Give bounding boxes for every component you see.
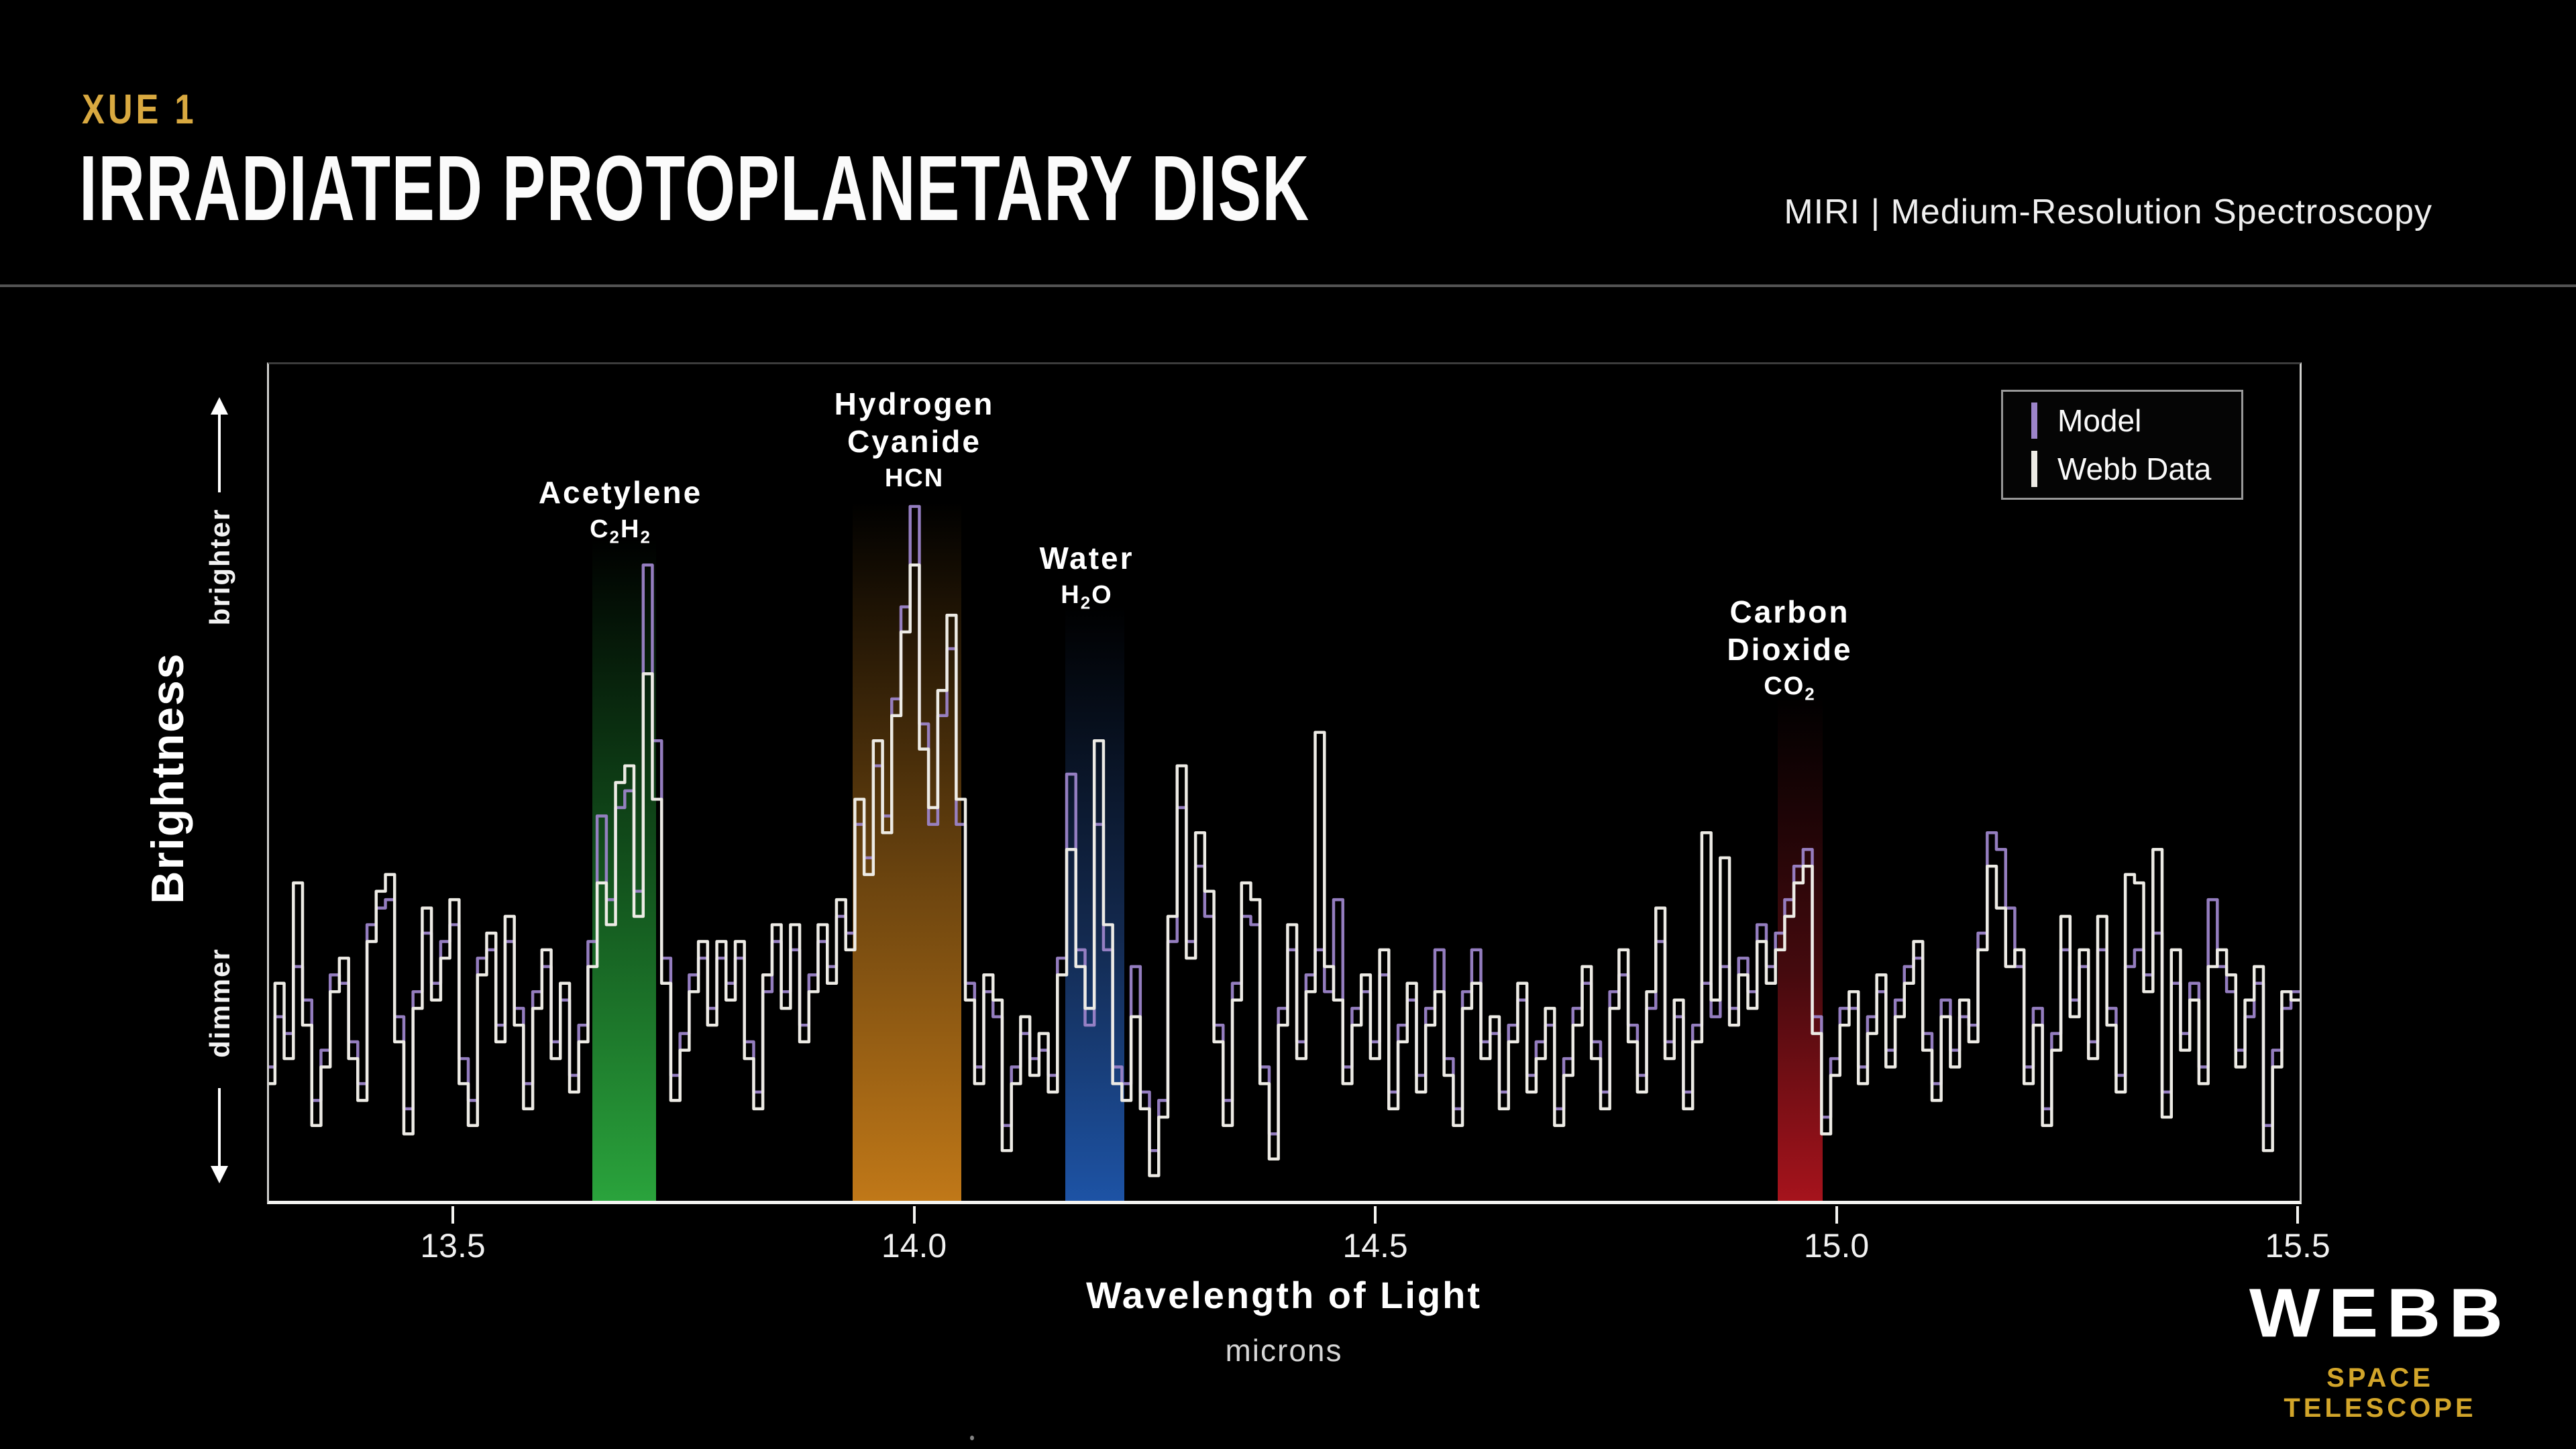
- y-axis-brighter-label: brighter: [204, 508, 235, 626]
- acetylene-formula: C2H2: [590, 515, 651, 547]
- water-name: Water: [1039, 541, 1134, 576]
- y-axis-dimmer-label: dimmer: [204, 948, 235, 1058]
- webb-logo-subtitle: SPACE TELESCOPE: [2284, 1363, 2477, 1423]
- legend: Model Webb Data: [2001, 390, 2243, 500]
- x-tick-mark: [451, 1206, 454, 1224]
- x-axis-unit: microns: [1225, 1333, 1343, 1368]
- webb-logo-wordmark: WEBB: [2249, 1274, 2512, 1352]
- y-axis-title: Brightness: [142, 652, 193, 904]
- dimmer-arrow-line: [218, 1088, 221, 1167]
- legend-label: Model: [2057, 403, 2142, 438]
- hydrogen-cyanide-formula: HCN: [884, 464, 945, 492]
- x-tick-mark: [912, 1206, 916, 1224]
- water-formula: H2O: [1061, 581, 1113, 613]
- x-tick-mark: [2296, 1206, 2299, 1224]
- x-tick-label: 13.5: [420, 1227, 486, 1265]
- model-line-swatch: [2031, 402, 2037, 439]
- acetylene-band: [592, 538, 656, 1201]
- model-line: [269, 504, 2300, 1152]
- legend-item-model: Model: [2031, 402, 2241, 439]
- dimmer-arrow-head-icon: [211, 1166, 228, 1183]
- x-tick-mark: [1374, 1206, 1377, 1224]
- hydrogen-cyanide-label: Hydrogen Cyanide HCN: [835, 385, 995, 493]
- x-tick-label: 14.0: [881, 1227, 947, 1265]
- x-tick-label: 15.5: [2265, 1227, 2330, 1265]
- x-axis-title: Wavelength of Light: [1086, 1274, 1482, 1316]
- stray-dot: [970, 1436, 974, 1440]
- legend-label: Webb Data: [2057, 451, 2212, 486]
- hydrogen-cyanide-name: Hydrogen: [834, 386, 995, 421]
- page-title: IRRADIATED PROTOPLANETARY DISK: [79, 142, 1837, 235]
- object-designation: XUE 1: [82, 86, 222, 133]
- acetylene-name: Acetylene: [538, 475, 703, 510]
- carbon-dioxide-name: Dioxide: [1727, 632, 1853, 667]
- webb-data-line: [269, 564, 2300, 1177]
- carbon-dioxide-label: Carbon Dioxide CO2: [1727, 593, 1852, 705]
- spectrum-lines: [269, 504, 2300, 1177]
- acetylene-label: Acetylene C2H2: [539, 474, 702, 548]
- carbon-dioxide-formula: CO2: [1764, 672, 1816, 704]
- legend-item-webb-data: Webb Data: [2031, 451, 2241, 487]
- hydrogen-cyanide-band: [852, 501, 961, 1201]
- instrument-caption: MIRI | Medium-Resolution Spectroscopy: [1784, 193, 2432, 231]
- brighter-arrow-head-icon: [211, 397, 228, 415]
- object-designation-text: XUE 1: [82, 87, 197, 133]
- x-tick-label: 15.0: [1803, 1227, 1870, 1265]
- webb-data-line-swatch: [2031, 451, 2037, 487]
- x-tick-mark: [1835, 1206, 1838, 1224]
- water-label: Water H2O: [1039, 539, 1134, 614]
- header-divider: [0, 284, 2576, 287]
- carbon-dioxide-name: Carbon: [1729, 594, 1850, 629]
- x-tick-label: 14.5: [1342, 1227, 1408, 1265]
- brighter-arrow-line: [218, 413, 221, 492]
- spectrum-plot: [267, 362, 2302, 1204]
- page-title-text: IRRADIATED PROTOPLANETARY DISK: [79, 137, 1310, 240]
- hydrogen-cyanide-name: Cyanide: [847, 424, 981, 459]
- webb-logo: WEBB SPACE TELESCOPE: [2249, 1279, 2512, 1424]
